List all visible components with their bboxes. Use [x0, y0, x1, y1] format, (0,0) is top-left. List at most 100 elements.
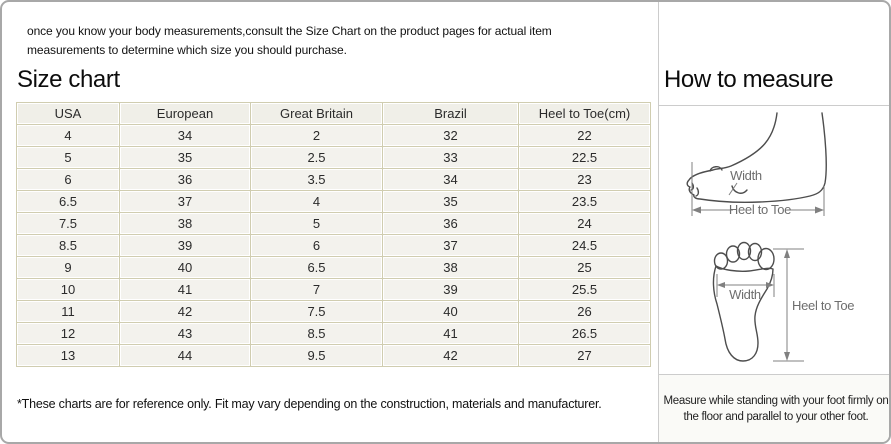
table-row: 8.5 39 6 37 24.5: [16, 234, 651, 257]
ball-crease-line: [731, 185, 748, 194]
table-cell: 9: [16, 256, 120, 279]
table-cell: 41: [382, 322, 519, 345]
footprint-width-label: Width: [729, 287, 761, 302]
toe: [747, 242, 763, 262]
table-cell: 36: [119, 168, 251, 191]
toe: [713, 252, 729, 270]
table-cell: 40: [119, 256, 251, 279]
table-cell: 42: [119, 300, 251, 323]
table-cell: 5: [250, 212, 383, 235]
table-cell: 22: [518, 124, 651, 147]
footprint-outline: [712, 265, 774, 362]
table-cell: 6.5: [250, 256, 383, 279]
header-row: USA European Great Britain Brazil Heel to To…: [16, 102, 651, 125]
table-row: 9 40 6.5 38 25: [16, 256, 651, 279]
table-cell: 37: [382, 234, 519, 257]
side-width-label: Width: [730, 168, 762, 183]
table-cell: 26.5: [518, 322, 651, 345]
table-row: 11 42 7.5 40 26: [16, 300, 651, 323]
size-table-body: 4 34 2 32 22 5 35 2.5 33 22.5 6 36 3.5 34 23 6.5 37 4 35 23…: [16, 124, 651, 367]
table-cell: 33: [382, 146, 519, 169]
how-to-measure-title: How to measure: [664, 66, 834, 93]
column-header: Great Britain: [250, 102, 383, 125]
column-header: European: [119, 102, 251, 125]
table-cell: 5: [16, 146, 120, 169]
toe: [736, 241, 752, 261]
table-row: 7.5 38 5 36 24: [16, 212, 651, 235]
table-cell: 36: [382, 212, 519, 235]
table-cell: 2: [250, 124, 383, 147]
big-toe: [757, 247, 775, 271]
size-table: USA European Great Britain Brazil Heel to To…: [16, 102, 651, 367]
foot-side-view-diagram: Width Heel to Toe: [686, 112, 827, 217]
table-cell: 25.5: [518, 278, 651, 301]
table-cell: 11: [16, 300, 120, 323]
toe-knuckle-line: [709, 166, 723, 172]
width-leader-line: [728, 182, 738, 196]
table-cell: 39: [119, 234, 251, 257]
table-row: 4 34 2 32 22: [16, 124, 651, 147]
toe: [725, 245, 741, 263]
table-cell: 26: [518, 300, 651, 323]
table-cell: 41: [119, 278, 251, 301]
table-cell: 24: [518, 212, 651, 235]
table-cell: 7.5: [16, 212, 120, 235]
table-cell: 2.5: [250, 146, 383, 169]
section-divider: [659, 105, 889, 106]
width-measure-lines: [716, 274, 775, 297]
table-cell: 22.5: [518, 146, 651, 169]
length-measure-lines: [773, 248, 804, 362]
table-row: 10 41 7 39 25.5: [16, 278, 651, 301]
size-chart-section: once you know your body measurements,con…: [2, 2, 658, 442]
table-cell: 8.5: [16, 234, 120, 257]
measure-instruction-area: Measure while standing with your foot fi…: [659, 374, 889, 442]
table-cell: 9.5: [250, 344, 383, 367]
table-cell: 43: [119, 322, 251, 345]
table-cell: 23: [518, 168, 651, 191]
table-row: 5 35 2.5 33 22.5: [16, 146, 651, 169]
reference-footnote: *These charts are for reference only. Fi…: [17, 397, 602, 411]
table-cell: 34: [119, 124, 251, 147]
table-cell: 35: [382, 190, 519, 213]
table-cell: 27: [518, 344, 651, 367]
table-cell: 4: [250, 190, 383, 213]
table-row: 13 44 9.5 42 27: [16, 344, 651, 367]
table-cell: 7.5: [250, 300, 383, 323]
table-cell: 25: [518, 256, 651, 279]
column-header: Heel to Toe(cm): [518, 102, 651, 125]
table-cell: 23.5: [518, 190, 651, 213]
foot-outline: [686, 112, 827, 203]
table-cell: 6: [16, 168, 120, 191]
how-to-measure-section: How to measure Width Heel to Toe: [658, 2, 889, 442]
footprint-top-view-diagram: Width Heel to Toe: [712, 241, 855, 362]
table-cell: 7: [250, 278, 383, 301]
column-header: Brazil: [382, 102, 519, 125]
heel-to-toe-measure-lines: [691, 162, 825, 216]
table-cell: 32: [382, 124, 519, 147]
table-cell: 24.5: [518, 234, 651, 257]
table-cell: 35: [119, 146, 251, 169]
footprint-length-label: Heel to Toe: [792, 298, 854, 313]
table-cell: 3.5: [250, 168, 383, 191]
column-header: USA: [16, 102, 120, 125]
table-cell: 40: [382, 300, 519, 323]
table-cell: 38: [119, 212, 251, 235]
table-cell: 42: [382, 344, 519, 367]
table-cell: 37: [119, 190, 251, 213]
table-cell: 13: [16, 344, 120, 367]
table-row: 6 36 3.5 34 23: [16, 168, 651, 191]
size-chart-title: Size chart: [17, 66, 120, 93]
table-row: 6.5 37 4 35 23.5: [16, 190, 651, 213]
table-cell: 38: [382, 256, 519, 279]
table-cell: 6.5: [16, 190, 120, 213]
table-cell: 4: [16, 124, 120, 147]
table-row: 12 43 8.5 41 26.5: [16, 322, 651, 345]
table-cell: 34: [382, 168, 519, 191]
intro-note: once you know your body measurements,con…: [27, 24, 552, 57]
table-cell: 6: [250, 234, 383, 257]
measure-instruction: Measure while standing with your foot fi…: [663, 394, 889, 423]
table-cell: 39: [382, 278, 519, 301]
table-cell: 10: [16, 278, 120, 301]
table-cell: 12: [16, 322, 120, 345]
